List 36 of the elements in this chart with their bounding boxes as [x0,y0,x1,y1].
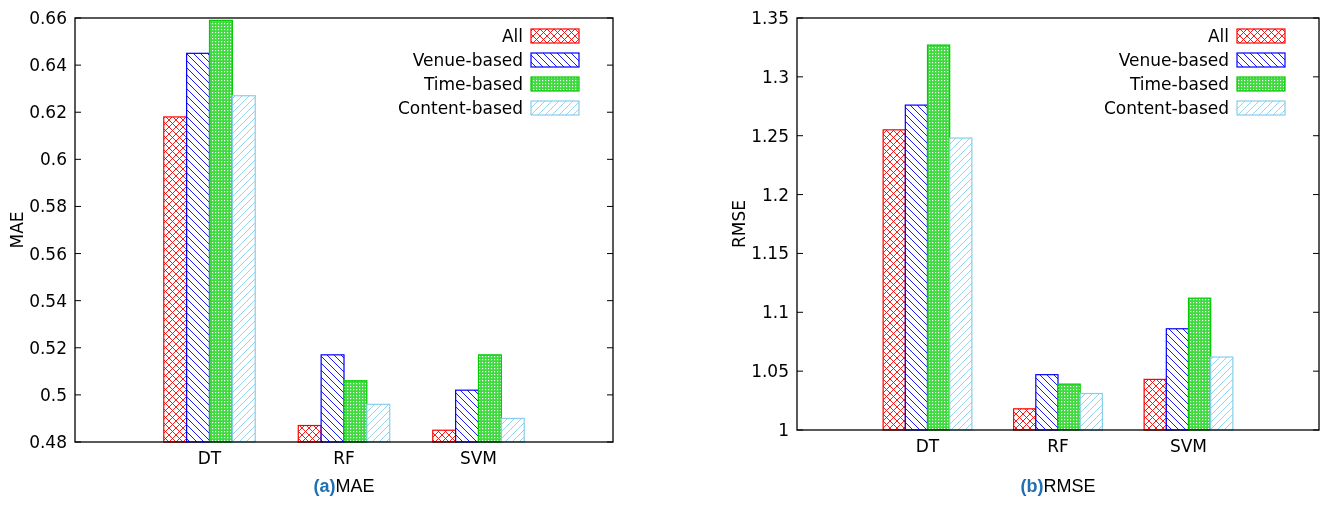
y-tick-label: 0.66 [29,7,67,28]
y-tick-label: 1 [778,419,789,440]
y-axis-title: RMSE [729,199,749,249]
legend-label: Time-based [422,73,523,94]
y-tick-label: 0.58 [29,196,67,217]
y-tick-label: 1.05 [751,361,789,382]
y-tick-label: 0.48 [29,431,67,452]
x-tick-label: SVM [1169,436,1208,456]
y-tick-label: 1.2 [761,184,789,205]
legend-label: Venue-based [412,49,523,70]
x-tick-label: DT [197,448,222,468]
x-tick-label: SVM [459,448,498,468]
y-axis-title: MAE [7,211,27,249]
y-tick-label: 0.62 [29,102,67,123]
legend-label: Content-based [397,97,523,118]
y-tick-label: 0.56 [29,243,67,264]
text: (b)RMSE [1020,476,1096,496]
legend-label: Time-based [1128,73,1229,94]
y-tick-label: 0.5 [39,384,67,405]
x-tick-label: RF [1047,436,1069,456]
y-tick-label: 1.35 [751,7,789,28]
y-tick-label: 1.1 [761,302,789,323]
x-tick-label: RF [333,448,355,468]
legend-label: All [1207,25,1229,46]
text: (a)MAE [313,476,375,496]
y-tick-label: 1.15 [751,243,789,264]
legend-label: All [501,25,523,46]
y-tick-label: 0.6 [39,149,67,170]
y-tick-label: 0.52 [29,337,67,358]
y-tick-label: 1.3 [761,66,789,87]
legend-label: Venue-based [1118,49,1229,70]
y-tick-label: 0.64 [29,55,67,76]
legend-label: Content-based [1103,97,1229,118]
x-tick-label: DT [915,436,940,456]
y-tick-label: 1.25 [751,125,789,146]
y-tick-label: 0.54 [29,290,67,311]
